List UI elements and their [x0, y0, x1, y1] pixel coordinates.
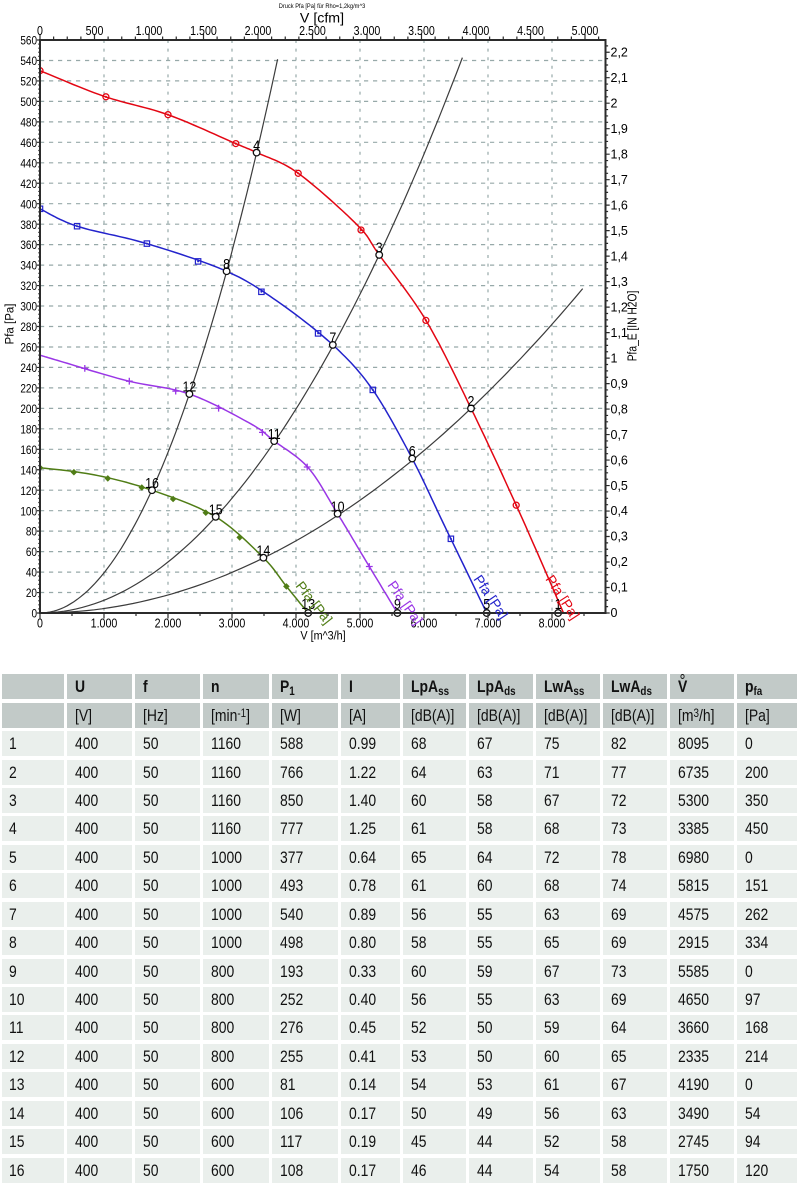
svg-text:0,2: 0,2 — [611, 555, 628, 569]
svg-text:540: 540 — [20, 55, 37, 68]
svg-text:Pfa_E [IN H2O]: Pfa_E [IN H2O] — [627, 291, 640, 362]
svg-text:60: 60 — [26, 546, 37, 559]
svg-text:8: 8 — [223, 255, 230, 272]
svg-text:5.000: 5.000 — [572, 23, 599, 38]
svg-text:Pfa [Pa]: Pfa [Pa] — [5, 304, 17, 345]
svg-text:0,6: 0,6 — [611, 453, 628, 467]
svg-text:1.000: 1.000 — [91, 615, 118, 630]
svg-text:1.000: 1.000 — [136, 23, 163, 38]
svg-text:8.000: 8.000 — [539, 615, 566, 630]
svg-text:520: 520 — [20, 76, 37, 89]
svg-text:460: 460 — [20, 137, 37, 150]
svg-text:400: 400 — [20, 198, 37, 211]
svg-text:12: 12 — [182, 377, 196, 394]
svg-text:4.500: 4.500 — [517, 23, 544, 38]
svg-text:280: 280 — [20, 321, 37, 334]
svg-text:560: 560 — [20, 35, 37, 48]
svg-text:15: 15 — [209, 500, 223, 517]
svg-text:240: 240 — [20, 362, 37, 375]
svg-text:1,1: 1,1 — [611, 326, 628, 340]
svg-text:340: 340 — [20, 260, 37, 273]
svg-text:140: 140 — [20, 465, 37, 478]
svg-text:1,9: 1,9 — [611, 122, 628, 136]
svg-text:320: 320 — [20, 280, 37, 293]
svg-text:Druck Pfa [Pa] für Rho=1,2kg/m: Druck Pfa [Pa] für Rho=1,2kg/m^3 — [279, 2, 366, 9]
svg-text:7: 7 — [329, 328, 336, 345]
svg-text:0,8: 0,8 — [611, 402, 628, 416]
svg-text:1,7: 1,7 — [611, 173, 628, 187]
svg-text:9: 9 — [394, 595, 401, 612]
svg-text:0: 0 — [31, 608, 37, 621]
svg-text:6.000: 6.000 — [411, 615, 438, 630]
svg-text:3.000: 3.000 — [219, 615, 246, 630]
svg-text:440: 440 — [20, 158, 37, 171]
svg-text:380: 380 — [20, 219, 37, 232]
svg-text:3.500: 3.500 — [408, 23, 435, 38]
svg-text:5.000: 5.000 — [347, 615, 374, 630]
svg-text:80: 80 — [26, 526, 37, 539]
svg-text:500: 500 — [20, 96, 37, 109]
svg-text:420: 420 — [20, 178, 37, 191]
svg-text:1: 1 — [555, 595, 562, 612]
svg-text:0,5: 0,5 — [611, 479, 628, 493]
svg-text:1,4: 1,4 — [611, 249, 628, 263]
svg-text:13: 13 — [301, 595, 315, 612]
svg-text:2.500: 2.500 — [299, 23, 326, 38]
svg-text:2: 2 — [611, 96, 618, 110]
svg-text:360: 360 — [20, 239, 37, 252]
svg-text:0,9: 0,9 — [611, 377, 628, 391]
svg-text:500: 500 — [86, 23, 104, 38]
svg-text:0,1: 0,1 — [611, 581, 628, 595]
svg-text:160: 160 — [20, 444, 37, 457]
svg-text:0: 0 — [37, 615, 43, 630]
svg-text:7.000: 7.000 — [475, 615, 502, 630]
svg-text:1,2: 1,2 — [611, 300, 628, 314]
svg-text:2,2: 2,2 — [611, 45, 628, 59]
svg-text:1,5: 1,5 — [611, 224, 628, 238]
svg-text:14: 14 — [256, 541, 270, 558]
svg-text:6: 6 — [409, 442, 416, 459]
svg-text:1,3: 1,3 — [611, 275, 628, 289]
svg-text:0: 0 — [611, 606, 618, 620]
svg-text:0,7: 0,7 — [611, 428, 628, 442]
svg-text:1: 1 — [611, 351, 618, 365]
svg-text:0: 0 — [37, 23, 43, 38]
svg-text:11: 11 — [268, 425, 281, 442]
svg-text:4.000: 4.000 — [463, 23, 490, 38]
svg-text:V [m^3/h]: V [m^3/h] — [300, 630, 345, 643]
svg-text:2,1: 2,1 — [611, 71, 628, 85]
svg-text:120: 120 — [20, 485, 37, 498]
svg-text:V [cfm]: V [cfm] — [300, 11, 344, 27]
svg-text:1,8: 1,8 — [611, 147, 628, 161]
svg-text:40: 40 — [26, 567, 37, 580]
svg-text:2.000: 2.000 — [245, 23, 272, 38]
svg-text:2: 2 — [468, 392, 475, 409]
svg-text:1,6: 1,6 — [611, 198, 628, 212]
svg-text:100: 100 — [20, 505, 37, 518]
svg-text:260: 260 — [20, 342, 37, 355]
svg-text:180: 180 — [20, 424, 37, 437]
svg-text:20: 20 — [26, 587, 37, 600]
svg-text:16: 16 — [145, 474, 159, 491]
svg-text:4.000: 4.000 — [283, 615, 310, 630]
svg-text:0,4: 0,4 — [611, 504, 628, 518]
svg-text:200: 200 — [20, 403, 37, 416]
svg-text:1.500: 1.500 — [190, 23, 217, 38]
svg-text:0,3: 0,3 — [611, 530, 628, 544]
svg-text:3.000: 3.000 — [354, 23, 381, 38]
svg-text:5: 5 — [483, 595, 490, 612]
svg-text:4: 4 — [253, 136, 260, 153]
svg-text:3: 3 — [376, 238, 383, 255]
svg-text:10: 10 — [331, 497, 345, 514]
svg-text:2.000: 2.000 — [155, 615, 182, 630]
svg-text:480: 480 — [20, 117, 37, 130]
svg-text:220: 220 — [20, 383, 37, 396]
svg-text:300: 300 — [20, 301, 37, 314]
